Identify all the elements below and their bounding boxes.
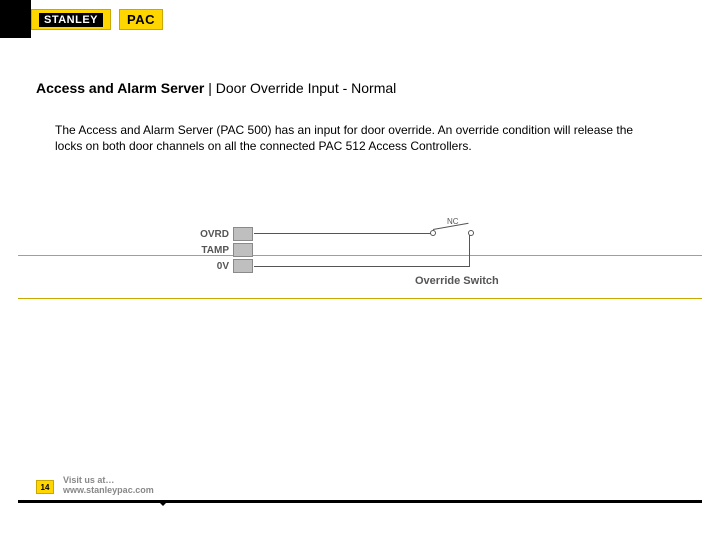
logo-row: STANLEY PAC bbox=[31, 9, 163, 30]
terminal-label-ovrd: OVRD bbox=[195, 229, 229, 240]
stanley-text: STANLEY bbox=[39, 13, 103, 27]
footer-visit: Visit us at… www.stanleypac.com bbox=[63, 476, 154, 496]
page-number-box: 14 bbox=[36, 480, 54, 494]
footer-visit-line2: www.stanleypac.com bbox=[63, 485, 154, 495]
switch-label: Override Switch bbox=[415, 275, 499, 287]
switch-type-label: NC bbox=[447, 217, 459, 226]
header-black-block bbox=[0, 0, 31, 38]
pac-text: PAC bbox=[127, 12, 155, 27]
wire bbox=[254, 266, 264, 267]
pac-logo: PAC bbox=[119, 9, 163, 30]
terminal-label-tamp: TAMP bbox=[195, 245, 229, 256]
wire bbox=[254, 233, 264, 234]
terminal-connector bbox=[233, 259, 253, 273]
footer-notch bbox=[157, 500, 169, 506]
stanley-logo: STANLEY bbox=[31, 9, 111, 30]
page-number: 14 bbox=[41, 483, 50, 492]
footer-rule bbox=[18, 500, 702, 503]
override-schematic: OVRD TAMP 0V NC Override Switch bbox=[195, 223, 515, 313]
switch-contact bbox=[468, 230, 474, 236]
heading-bold: Access and Alarm Server bbox=[36, 80, 204, 96]
page-heading: Access and Alarm Server | Door Override … bbox=[36, 80, 396, 96]
wire bbox=[469, 233, 470, 267]
body-paragraph: The Access and Alarm Server (PAC 500) ha… bbox=[55, 122, 655, 154]
heading-rest: | Door Override Input - Normal bbox=[204, 80, 396, 96]
terminal-connector bbox=[233, 243, 253, 257]
footer-visit-line1: Visit us at… bbox=[63, 475, 114, 485]
terminal-label-0v: 0V bbox=[195, 261, 229, 272]
switch-contact bbox=[430, 230, 436, 236]
terminal-connector bbox=[233, 227, 253, 241]
wire bbox=[264, 233, 432, 234]
wire bbox=[264, 266, 470, 267]
